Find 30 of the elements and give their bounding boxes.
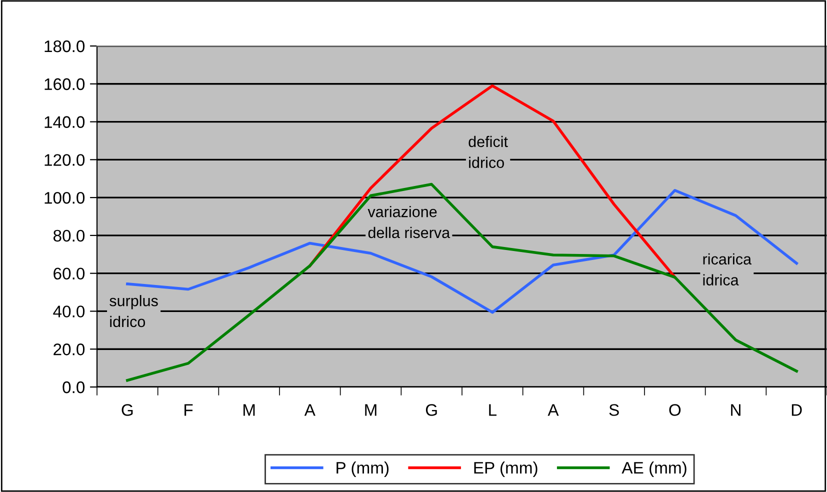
legend-label: P (mm) (336, 461, 389, 477)
x-tick-label: O (669, 404, 681, 416)
x-tick-label: D (792, 404, 802, 416)
x-tick-label: S (609, 404, 619, 416)
x-tick-label: M (244, 404, 255, 416)
legend-label: EP (mm) (474, 461, 538, 477)
x-tick-label: F (184, 404, 193, 416)
y-tick-label: 100.0 (44, 192, 85, 204)
x-tick-label: L (489, 404, 496, 416)
x-tick-label: A (548, 404, 559, 416)
y-tick-label: 80.0 (53, 230, 85, 242)
x-tick-label: M (365, 404, 376, 416)
x-tick-label: N (731, 404, 740, 416)
y-tick-label: 140.0 (44, 116, 85, 128)
x-tick-label: G (122, 404, 133, 416)
x-tick-label: G (426, 404, 437, 416)
y-tick-label: 180.0 (44, 40, 85, 52)
y-tick-label: 120.0 (44, 154, 85, 166)
annotation: ricarica idrica (703, 253, 752, 286)
y-tick-label: 20.0 (54, 344, 85, 356)
legend-label: AE (mm) (622, 461, 686, 477)
x-tick-label: A (304, 404, 316, 416)
y-tick-label: 0.0 (62, 381, 85, 394)
line-series (308, 84, 676, 279)
annotation: variazione della riserva (368, 206, 450, 238)
annotation: deficit idrico (468, 136, 508, 168)
annotation: surplus idrico (110, 295, 158, 328)
y-tick-label: 60.0 (54, 268, 85, 280)
y-tick-label: 40.0 (53, 306, 85, 318)
y-tick-label: 160.0 (44, 78, 85, 90)
